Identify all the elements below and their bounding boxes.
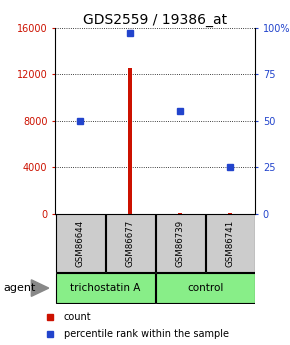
- Polygon shape: [31, 280, 49, 296]
- Bar: [106, 215, 155, 272]
- Bar: [128, 68, 132, 214]
- Text: GSM86644: GSM86644: [76, 220, 85, 267]
- Text: trichostatin A: trichostatin A: [70, 283, 140, 293]
- Title: GDS2559 / 19386_at: GDS2559 / 19386_at: [83, 12, 227, 27]
- Text: control: control: [187, 283, 223, 293]
- Text: percentile rank within the sample: percentile rank within the sample: [64, 329, 229, 339]
- Text: GSM86739: GSM86739: [176, 220, 185, 267]
- Bar: [178, 213, 182, 214]
- Text: GSM86741: GSM86741: [226, 220, 235, 267]
- Bar: [56, 215, 105, 272]
- Bar: [56, 274, 155, 303]
- Bar: [156, 215, 205, 272]
- Text: agent: agent: [3, 283, 35, 293]
- Bar: [206, 215, 255, 272]
- Bar: [156, 274, 255, 303]
- Text: GSM86677: GSM86677: [126, 220, 135, 267]
- Text: count: count: [64, 312, 91, 322]
